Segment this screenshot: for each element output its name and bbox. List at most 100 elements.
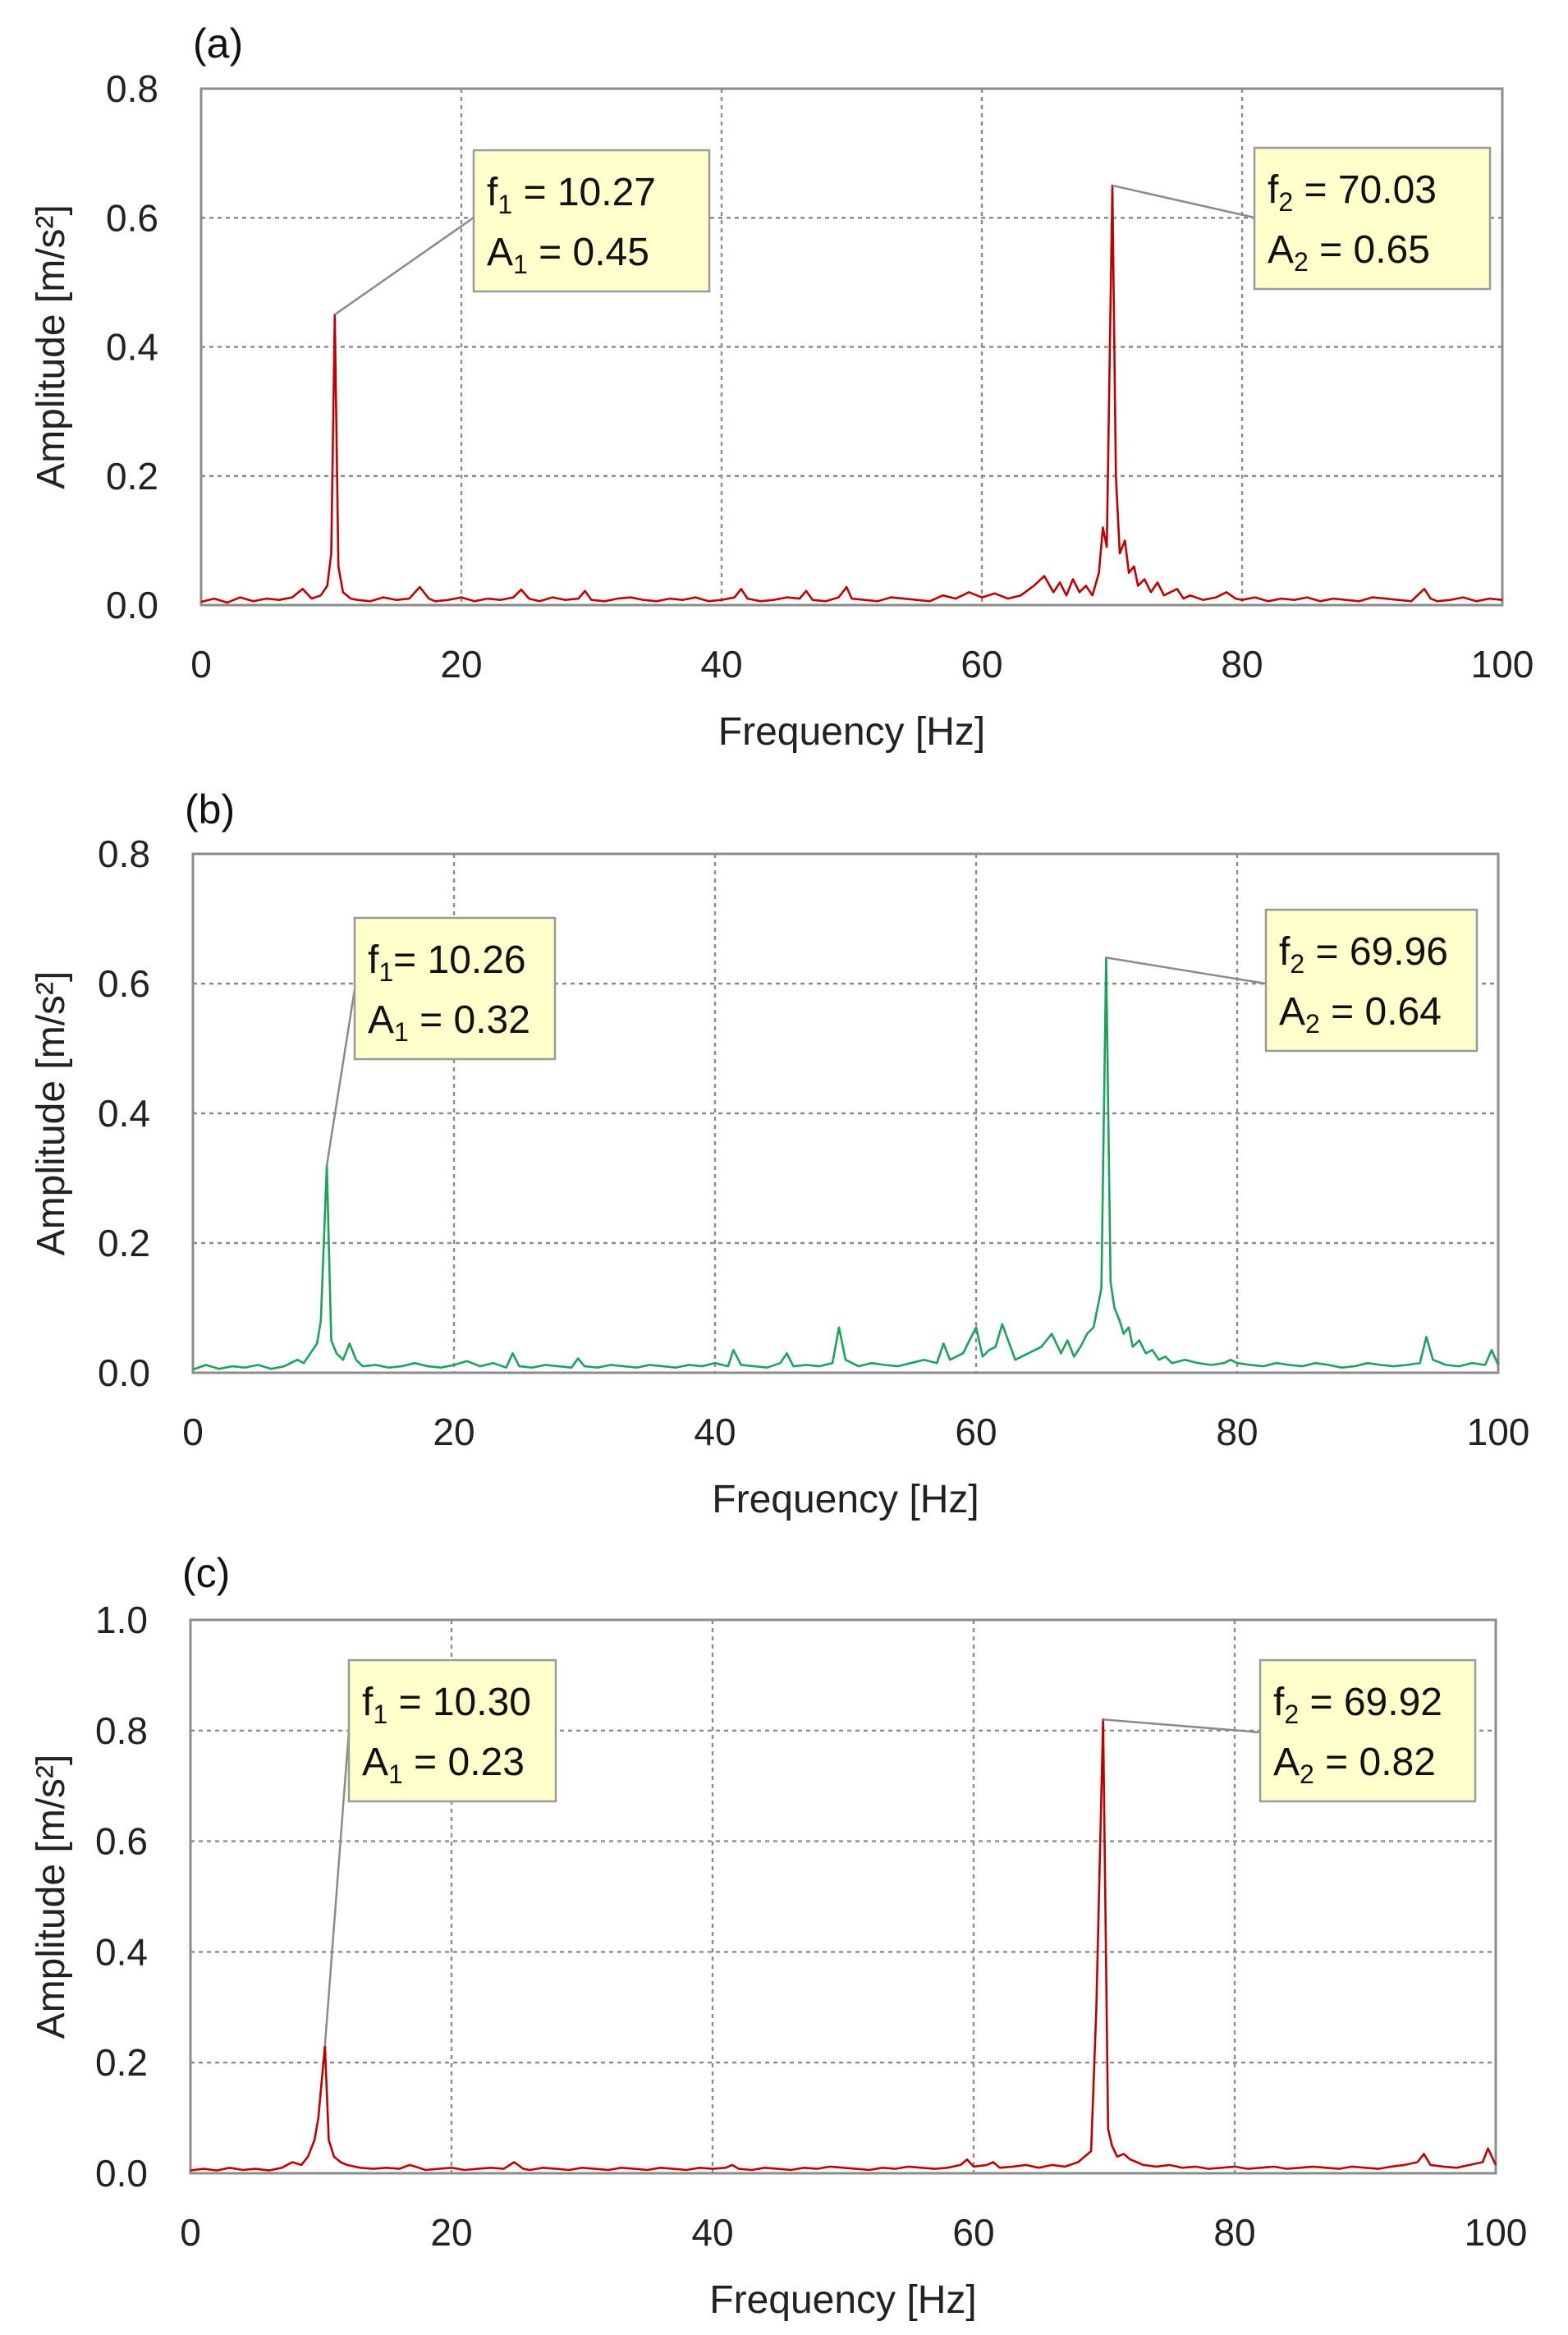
peak-annotation-1: f1= 10.26 A1 = 0.32 bbox=[325, 916, 557, 1166]
x-tick-label: 80 bbox=[1213, 2211, 1255, 2254]
annotation-leader-line bbox=[1112, 184, 1255, 219]
y-tick-label: 0.2 bbox=[106, 455, 158, 498]
annotation-frequency-label: f2 = 69.92 bbox=[1273, 1681, 1442, 1729]
frequency-value: = 69.96 bbox=[1304, 930, 1448, 974]
annotation-box bbox=[347, 1658, 557, 1803]
annotation-leader-line bbox=[334, 216, 475, 316]
annotation-frequency-label: f2 = 69.96 bbox=[1279, 930, 1448, 979]
x-tick-label: 100 bbox=[1471, 643, 1534, 686]
y-axis-title: Amplitude [m/s²] bbox=[30, 1755, 73, 2039]
amplitude-value: = 0.23 bbox=[403, 1741, 525, 1784]
x-axis-title: Frequency [Hz] bbox=[718, 710, 985, 754]
x-tick-label: 80 bbox=[1221, 643, 1263, 686]
x-tick-label: 0 bbox=[190, 643, 212, 686]
plot-frame bbox=[189, 1618, 1497, 2175]
annotation-leader-line bbox=[325, 989, 356, 1166]
x-tick-label: 100 bbox=[1465, 2211, 1528, 2254]
spectrum-series-line bbox=[200, 184, 1503, 604]
y-tick-label: 0.0 bbox=[106, 584, 158, 626]
frequency-value: = 10.26 bbox=[393, 938, 525, 982]
y-tick-label: 0.6 bbox=[95, 1820, 148, 1863]
frequency-subscript: 1 bbox=[497, 190, 512, 219]
plot-frame bbox=[191, 852, 1500, 1374]
frequency-subscript: 2 bbox=[1290, 949, 1304, 979]
amplitude-value: = 0.45 bbox=[528, 231, 649, 274]
y-axis-title: Amplitude [m/s²] bbox=[30, 204, 73, 489]
y-tick-label: 0.4 bbox=[95, 1930, 148, 1973]
annotation-box bbox=[1253, 146, 1492, 291]
spectrum-series-line bbox=[192, 956, 1500, 1371]
annotation-leader-line bbox=[1103, 1718, 1261, 1734]
frequency-value: = 69.92 bbox=[1299, 1681, 1442, 1724]
annotation-amplitude-label: A1 = 0.32 bbox=[368, 998, 530, 1047]
x-tick-label: 20 bbox=[430, 2211, 472, 2254]
annotation-box bbox=[1259, 1658, 1477, 1803]
x-tick-label: 80 bbox=[1216, 1411, 1258, 1453]
panel-label: (b) bbox=[185, 787, 235, 833]
y-tick-label: 0.2 bbox=[98, 1222, 150, 1264]
y-tick-label: 1.0 bbox=[95, 1599, 148, 1641]
chart-panel-c: (c) 0.0 0.2 0.4 0.6 0.8 1.0 0 20 40 60 80 100 Frequen… bbox=[30, 1550, 1527, 2322]
annotation-frequency-label: f1= 10.26 bbox=[368, 938, 526, 987]
amplitude-subscript: 1 bbox=[394, 1017, 409, 1047]
x-tick-label: 0 bbox=[182, 1411, 204, 1453]
y-tick-label: 0.8 bbox=[106, 67, 158, 110]
amplitude-value: = 0.64 bbox=[1320, 990, 1442, 1034]
annotation-frequency-label: f1 = 10.30 bbox=[362, 1681, 531, 1729]
amplitude-subscript: 2 bbox=[1305, 1009, 1320, 1039]
amplitude-value: = 0.65 bbox=[1309, 228, 1430, 272]
panel-label: (c) bbox=[182, 1550, 230, 1596]
frequency-value: = 10.30 bbox=[387, 1681, 531, 1724]
x-tick-label: 0 bbox=[180, 2211, 201, 2254]
amplitude-subscript: 2 bbox=[1294, 247, 1309, 277]
annotation-frequency-label: f1 = 10.27 bbox=[487, 171, 656, 219]
x-tick-label: 20 bbox=[433, 1411, 475, 1453]
peak-annotation-2: f2 = 70.03 A2 = 0.65 bbox=[1112, 146, 1492, 291]
y-tick-label: 0.6 bbox=[98, 962, 150, 1005]
amplitude-subscript: 1 bbox=[513, 250, 528, 279]
x-axis-title: Frequency [Hz] bbox=[709, 2278, 976, 2322]
annotation-box bbox=[472, 149, 711, 293]
y-tick-label: 0.4 bbox=[106, 326, 158, 369]
x-tick-label: 40 bbox=[700, 643, 742, 686]
chart-panel-a: (a) 0.0 0.2 0.4 0.6 0.8 0 20 40 60 80 100 Frequency … bbox=[30, 21, 1534, 754]
frequency-subscript: 1 bbox=[373, 1700, 387, 1729]
peak-annotation-2: f2 = 69.96 A2 = 0.64 bbox=[1106, 908, 1479, 1053]
y-tick-label: 0.2 bbox=[95, 2041, 148, 2084]
annotation-leader-line bbox=[1106, 956, 1267, 985]
amplitude-value: = 0.32 bbox=[409, 998, 530, 1042]
annotation-amplitude-label: A1 = 0.45 bbox=[487, 231, 649, 279]
y-tick-label: 0.4 bbox=[98, 1092, 150, 1135]
amplitude-subscript: 2 bbox=[1300, 1759, 1314, 1789]
frequency-value: = 10.27 bbox=[512, 171, 656, 214]
y-tick-label: 0.0 bbox=[95, 2152, 148, 2195]
frequency-subscript: 2 bbox=[1284, 1700, 1299, 1729]
frequency-value: = 70.03 bbox=[1293, 168, 1437, 212]
amplitude-subscript: 1 bbox=[388, 1759, 403, 1789]
x-tick-label: 60 bbox=[955, 1411, 997, 1453]
annotation-box bbox=[353, 916, 557, 1061]
peak-annotation-2: f2 = 69.92 A2 = 0.82 bbox=[1103, 1658, 1477, 1803]
x-tick-label: 100 bbox=[1467, 1411, 1530, 1453]
y-tick-label: 0.8 bbox=[98, 833, 150, 875]
amplitude-value: = 0.82 bbox=[1314, 1741, 1436, 1784]
frequency-subscript: 1 bbox=[378, 957, 393, 987]
chart-panel-b: (b) 0.0 0.2 0.4 0.6 0.8 0 20 40 60 80 100 Frequency … bbox=[30, 787, 1529, 1521]
spectrum-series-line bbox=[190, 1718, 1497, 2172]
annotation-box bbox=[1264, 908, 1479, 1053]
y-tick-label: 0.6 bbox=[106, 196, 158, 239]
panel-label: (a) bbox=[193, 21, 243, 67]
y-tick-label: 0.0 bbox=[98, 1351, 150, 1394]
annotation-amplitude-label: A2 = 0.82 bbox=[1273, 1741, 1436, 1789]
x-tick-label: 20 bbox=[440, 643, 482, 686]
plot-frame bbox=[199, 87, 1504, 607]
x-tick-label: 60 bbox=[952, 2211, 994, 2254]
annotation-frequency-label: f2 = 70.03 bbox=[1268, 168, 1437, 217]
frequency-subscript: 2 bbox=[1278, 187, 1293, 217]
x-tick-label: 60 bbox=[961, 643, 1002, 686]
annotation-amplitude-label: A2 = 0.64 bbox=[1279, 990, 1442, 1039]
x-tick-label: 40 bbox=[691, 2211, 733, 2254]
y-axis-title: Amplitude [m/s²] bbox=[30, 971, 73, 1256]
annotation-amplitude-label: A1 = 0.23 bbox=[362, 1741, 525, 1789]
